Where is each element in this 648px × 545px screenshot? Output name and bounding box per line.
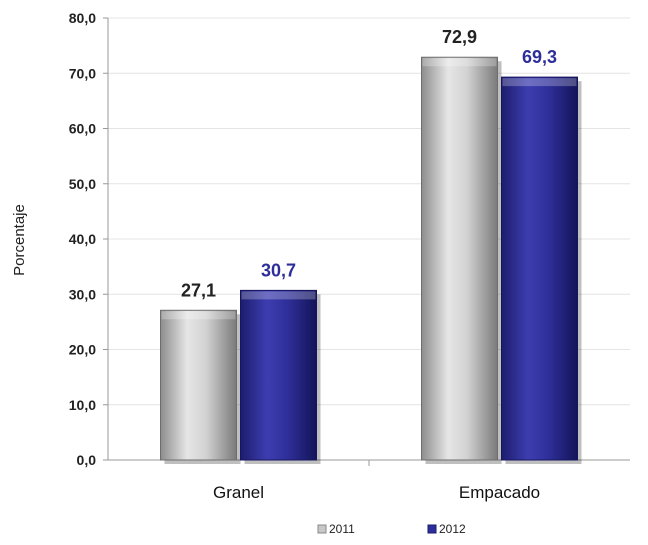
legend: 2011 2012 (317, 522, 466, 536)
axes: 0,0 10,0 20,0 30,0 40,0 50,0 60,0 70,0 80,0 Grane… (69, 10, 630, 502)
bars (160, 56, 582, 465)
y-axis-title: Porcentaje (11, 204, 28, 276)
data-label: 69,3 (522, 47, 557, 67)
bar-bevel (161, 311, 236, 320)
y-tick-label: 70,0 (69, 65, 96, 81)
legend-swatch-2011 (317, 524, 327, 534)
bar-2011-granel (160, 309, 237, 461)
bar-2012-empacado (501, 76, 578, 461)
bar-2011-empacado (421, 56, 498, 461)
y-tick-label: 0,0 (77, 452, 97, 468)
y-tick-label: 40,0 (69, 231, 96, 247)
legend-label-2012: 2012 (439, 522, 466, 536)
data-label: 72,9 (442, 27, 477, 47)
y-tick-label: 60,0 (69, 121, 96, 137)
y-tick-label: 20,0 (69, 342, 96, 358)
y-tick-label: 80,0 (69, 10, 96, 26)
bar-bevel (422, 58, 497, 67)
legend-label-2011: 2011 (329, 522, 355, 536)
data-label: 30,7 (261, 260, 296, 280)
y-tick-label: 50,0 (69, 176, 96, 192)
bar-2012-granel (240, 289, 317, 461)
data-label: 27,1 (181, 280, 216, 300)
x-category-label: Empacado (459, 483, 540, 502)
data-labels: 27,1 30,7 72,9 69,3 (181, 27, 557, 300)
y-tick-label: 10,0 (69, 397, 96, 413)
bar-bevel (502, 78, 577, 87)
legend-swatch-2012 (427, 524, 437, 534)
x-category-label: Granel (213, 483, 264, 502)
bar-bevel (241, 291, 316, 300)
y-tick-label: 30,0 (69, 286, 96, 302)
